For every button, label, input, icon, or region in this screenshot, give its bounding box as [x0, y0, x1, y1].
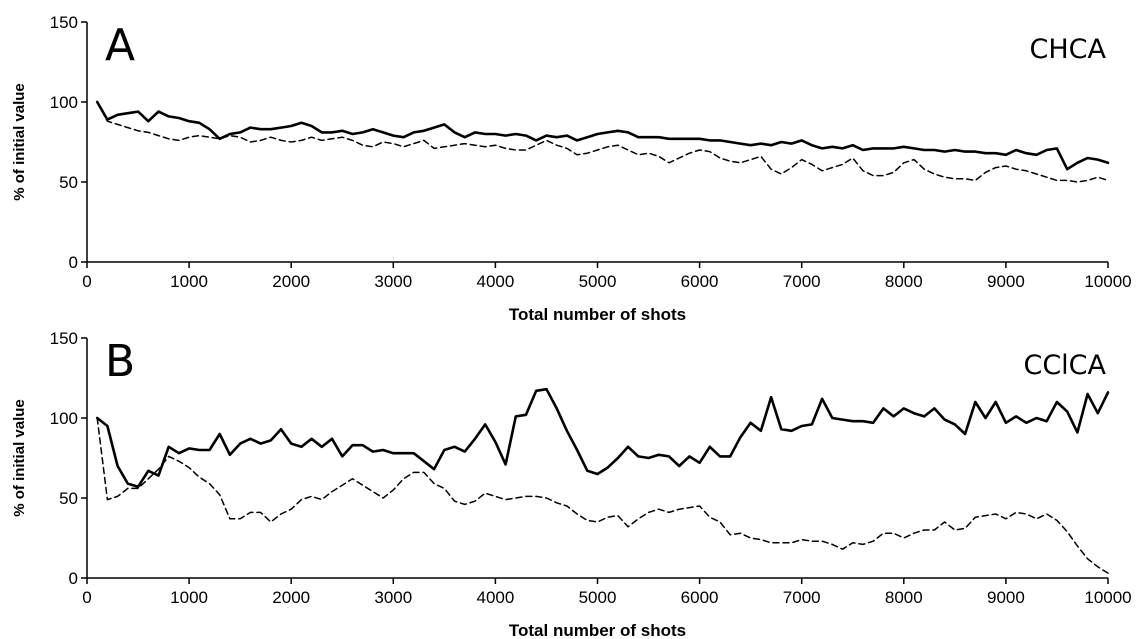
x-tick-label: 5000: [579, 272, 617, 291]
series-line-dashed: [96, 417, 1109, 574]
x-tick-label: 4000: [476, 272, 514, 291]
x-tick-label: 9000: [987, 272, 1025, 291]
panel-title: CClCA: [1023, 350, 1106, 381]
panel-title: CHCA: [1030, 34, 1107, 65]
x-tick-label: 7000: [783, 588, 821, 607]
x-tick-label: 10000: [1084, 272, 1131, 291]
y-tick-label: 150: [50, 13, 78, 32]
x-tick-label: 7000: [783, 272, 821, 291]
x-tick-label: 5000: [579, 588, 617, 607]
series-line-solid: [95, 387, 1110, 489]
y-axis-label: % of initial value: [11, 83, 28, 201]
x-tick-label: 1000: [170, 588, 208, 607]
x-tick-label: 1000: [170, 272, 208, 291]
y-tick-label: 100: [50, 93, 78, 112]
x-axis-label: Total number of shots: [509, 305, 686, 324]
y-tick-label: 100: [50, 409, 78, 428]
panel-letter: B: [105, 336, 135, 387]
x-tick-label: 2000: [272, 588, 310, 607]
panel-letter: A: [105, 20, 135, 71]
x-tick-label: 0: [82, 588, 91, 607]
x-tick-label: 6000: [681, 588, 719, 607]
x-tick-label: 2000: [272, 272, 310, 291]
panel-a: 0 50 100 150 0 1000 2000 3000 4000 5000 6000 7000 80…: [11, 13, 1132, 324]
y-axis-label: % of initial value: [11, 399, 28, 517]
y-tick-label: 150: [50, 329, 78, 348]
x-tick-label: 0: [82, 272, 91, 291]
panel-b: 0 50 100 150 0 1000 2000 3000 4000 5000 6000 7000 80…: [11, 329, 1132, 639]
y-tick-label: 0: [69, 253, 78, 272]
series-line-solid: [95, 100, 1110, 171]
y-tick-label: 0: [69, 569, 78, 588]
y-tick-label: 50: [59, 173, 78, 192]
series-line-dashed: [96, 101, 1109, 183]
x-tick-label: 4000: [476, 588, 514, 607]
y-tick-label: 50: [59, 489, 78, 508]
x-tick-label: 8000: [885, 272, 923, 291]
x-tick-label: 3000: [374, 588, 412, 607]
x-axis-label: Total number of shots: [509, 621, 686, 639]
x-tick-label: 8000: [885, 588, 923, 607]
x-tick-label: 9000: [987, 588, 1025, 607]
x-tick-label: 10000: [1084, 588, 1131, 607]
x-tick-label: 3000: [374, 272, 412, 291]
x-tick-label: 6000: [681, 272, 719, 291]
